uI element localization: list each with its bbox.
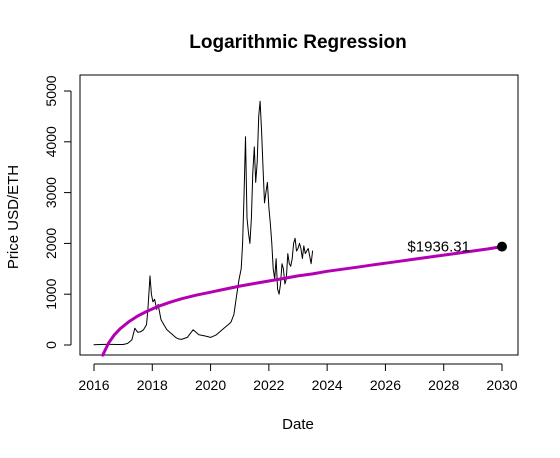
endpoint-marker — [497, 241, 507, 252]
x-tick-label: 2026 — [370, 377, 401, 393]
x-tick-label: 2022 — [253, 377, 284, 393]
y-axis: 0 1000 2000 3000 4000 5000 — [43, 75, 72, 349]
price-line — [93, 100, 314, 346]
y-tick-label: 4000 — [43, 126, 59, 157]
y-tick-label: 1000 — [43, 278, 59, 309]
plot-area: $1936.31 — [93, 100, 507, 357]
y-tick-label: 2000 — [43, 228, 59, 259]
y-tick-label: 5000 — [43, 75, 59, 106]
endpoint-price-label: $1936.31 — [407, 239, 470, 256]
x-tick-label: 2024 — [312, 377, 343, 393]
plot-frame — [79, 74, 519, 356]
x-tick-label: 2018 — [137, 377, 168, 393]
x-tick-label: 2020 — [195, 377, 226, 393]
x-axis-title: Date — [282, 416, 314, 433]
x-tick-label: 2030 — [486, 377, 517, 393]
y-tick-label: 3000 — [43, 177, 59, 208]
regression-curve — [101, 245, 504, 357]
x-tick-label: 2028 — [428, 377, 459, 393]
chart-title: Logarithmic Regression — [189, 32, 407, 53]
y-tick-label: 0 — [43, 341, 59, 349]
y-axis-title: Price USD/ETH — [5, 165, 22, 269]
x-tick-label: 2016 — [78, 377, 109, 393]
x-axis: 2016 2018 2020 2022 2024 2026 2028 2030 — [78, 363, 518, 393]
